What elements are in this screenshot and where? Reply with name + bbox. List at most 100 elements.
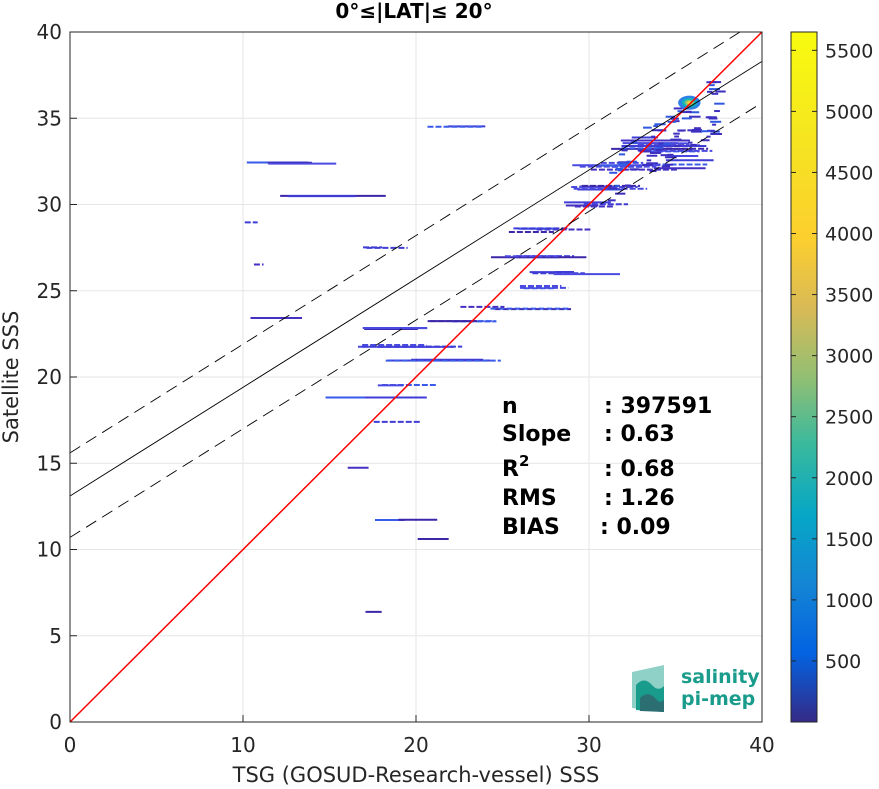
density-cluster-mark-87: [607, 199, 616, 202]
density-cluster-mark-18: [646, 159, 652, 162]
density-cluster-mark-61: [687, 129, 697, 132]
line-fit_lower: [70, 102, 762, 538]
colorbar-label-8: 4500: [825, 162, 873, 184]
density-cluster-mark-29: [630, 141, 638, 144]
y-axis-ticks: 0 5 10 15 20 25 30 35 40: [37, 20, 77, 734]
colorbar-label-5: 3000: [825, 346, 873, 368]
density-cluster-mark-78: [614, 184, 620, 187]
density-cluster-mark-56: [646, 154, 658, 157]
density-cluster-mark-49: [708, 84, 715, 87]
density-cluster-mark-84: [700, 130, 710, 133]
x-axis-title: TSG (GOSUD-Research-vessel) SSS: [232, 763, 600, 787]
stat-value-1: : 0.63: [604, 422, 675, 447]
density-cluster-mark-40: [658, 143, 671, 146]
density-cluster-mark-13: [657, 129, 667, 132]
y-tick-label-3: 15: [37, 451, 62, 475]
x-axis-ticks: 0 10 20 30 40: [64, 715, 775, 757]
y-tick-label-0: 0: [49, 710, 62, 734]
density-cluster-mark-68: [661, 165, 671, 168]
y-tick-label-2: 10: [37, 538, 62, 562]
density-cluster-mark-86: [664, 163, 673, 166]
colorbar-label-9: 5000: [825, 101, 873, 123]
regression-lines: [70, 32, 762, 722]
density-cluster-mark-24: [642, 163, 654, 166]
density-cluster-mark-21: [656, 146, 664, 149]
density-cluster-mark-51: [674, 135, 679, 138]
logo-line1: salinity: [681, 666, 760, 688]
density-cluster-mark-19: [643, 126, 652, 129]
salinity-pi-mep-logo: salinity pi-mep: [632, 665, 760, 712]
x-tick-label-0: 0: [64, 733, 77, 757]
density-cluster-mark-12: [714, 102, 725, 105]
colorbar-label-6: 3500: [825, 285, 873, 307]
colorbar: [790, 31, 818, 723]
density-cluster-mark-74: [673, 132, 680, 135]
density-cluster-mark-7: [714, 110, 720, 113]
density-cluster-mark-81: [707, 129, 715, 132]
density-cluster-mark-63: [678, 129, 684, 132]
density-cluster-mark-14: [712, 123, 717, 126]
density-cluster-mark-89: [615, 167, 624, 170]
stat-value-0: : 397591: [604, 394, 712, 419]
density-cluster-mark-43: [646, 162, 658, 165]
stat-value-3: : 1.26: [604, 486, 675, 511]
density-cluster-mark-1: [649, 151, 661, 154]
stat-value-2: : 0.68: [604, 457, 675, 482]
density-cluster-mark-39: [707, 90, 713, 93]
density-cluster-mark-69: [618, 153, 626, 156]
density-cluster-mark-10: [691, 128, 702, 131]
density-cluster-mark-67: [706, 135, 711, 138]
density-cluster-mark-52: [655, 151, 662, 154]
density-cluster-mark-35: [655, 148, 662, 151]
logo-line2: pi-mep: [681, 688, 755, 710]
density-cluster-mark-66: [665, 115, 676, 118]
chart-title: 0°≤|LAT|≤ 20°: [335, 0, 492, 23]
density-cluster-mark-9: [689, 111, 700, 114]
density-cluster-mark-76: [673, 107, 683, 110]
density-cluster-mark-59: [705, 116, 712, 119]
density-cluster-mark-77: [617, 169, 623, 172]
density-cluster-mark-20: [653, 124, 658, 127]
y-tick-label-6: 30: [37, 193, 62, 217]
colorbar-label-0: 500: [825, 651, 861, 673]
density-cluster-mark-55: [694, 127, 701, 130]
density-cluster-mark-11: [673, 144, 682, 147]
x-tick-label-2: 20: [403, 733, 428, 757]
colorbar-label-4: 2500: [825, 407, 873, 429]
density-cluster-mark-72: [660, 154, 669, 157]
density-cluster-mark-64: [715, 90, 726, 93]
density-cluster-mark-6: [690, 130, 703, 133]
colorbar-label-10: 5500: [825, 40, 873, 62]
density-cluster-mark-27: [618, 161, 629, 164]
density-cluster-mark-50: [690, 143, 697, 146]
density-cluster-mark-60: [615, 192, 626, 195]
density-cluster-mark-36: [711, 92, 719, 95]
y-tick-label-7: 35: [37, 106, 62, 130]
colorbar-ticks: 500 1000 1500 2000 2500 3000 3500 4000 4500 5000 5…: [791, 40, 873, 673]
density-cluster-mark-0: [651, 129, 664, 132]
density-cluster-mark-65: [709, 88, 721, 91]
density-cluster-mark-79: [607, 187, 618, 190]
density-cluster-mark-41: [710, 132, 722, 135]
density-cluster-mark-46: [654, 123, 666, 126]
colorbar-label-7: 4000: [825, 224, 873, 246]
x-tick-label-3: 30: [576, 733, 601, 757]
density-cluster-mark-28: [670, 138, 682, 141]
density-cluster-mark-33: [707, 116, 717, 119]
y-tick-label-5: 25: [37, 279, 62, 303]
x-tick-label-4: 40: [749, 733, 774, 757]
density-cluster-mark-71: [651, 135, 656, 138]
density-cluster-mark-83: [688, 141, 693, 144]
density-cluster-mark-3: [673, 120, 680, 123]
density-cluster-mark-17: [700, 139, 710, 142]
stat-label-4: BIAS: [502, 515, 560, 540]
density-cluster-mark-85: [681, 117, 692, 120]
logo-icon: [632, 665, 664, 712]
colorbar-label-3: 2000: [825, 468, 873, 490]
line-1-1: [70, 32, 762, 722]
density-cluster-mark-73: [667, 153, 674, 156]
x-tick-label-1: 10: [230, 733, 255, 757]
colorbar-label-2: 1500: [825, 529, 873, 551]
